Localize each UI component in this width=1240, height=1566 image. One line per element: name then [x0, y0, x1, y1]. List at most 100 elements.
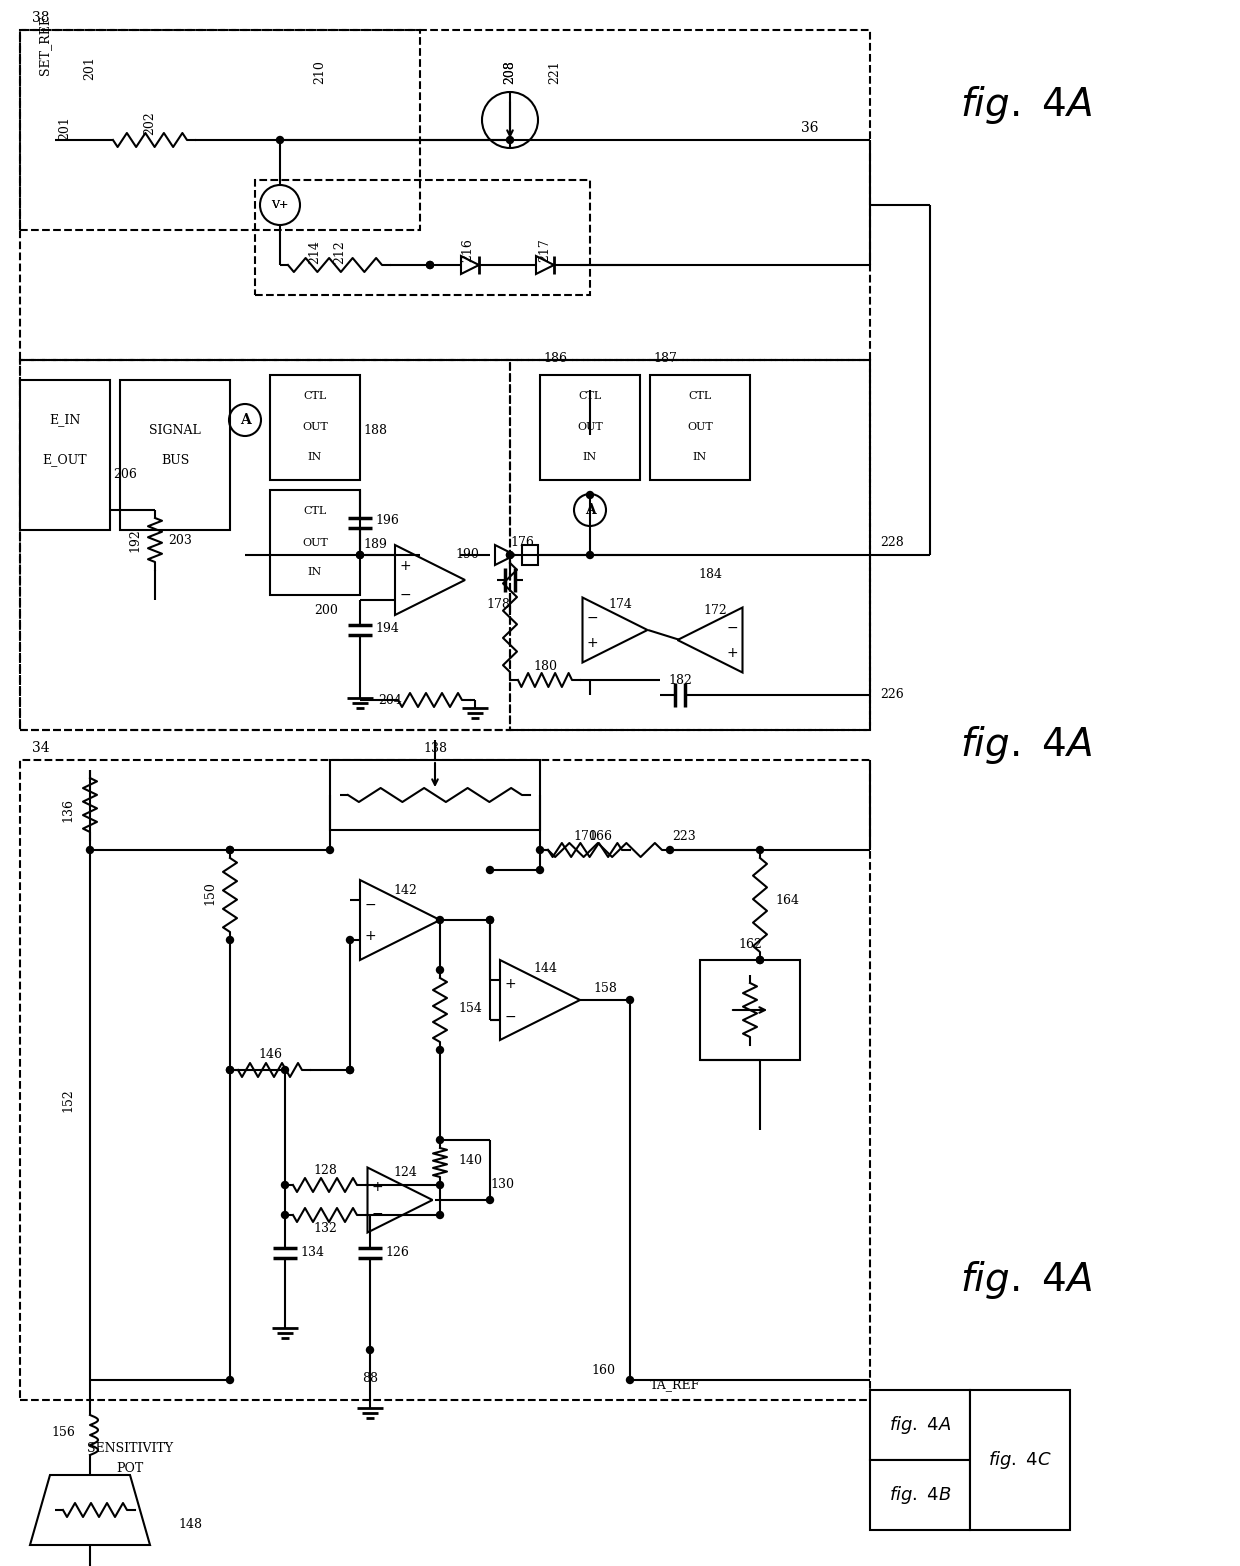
Text: 88: 88 [362, 1372, 378, 1384]
Text: 146: 146 [258, 1049, 281, 1062]
Text: 174: 174 [608, 598, 632, 611]
Bar [701, 960, 800, 1060]
Circle shape [281, 1212, 289, 1218]
Text: IN: IN [308, 453, 322, 462]
Text: 34: 34 [32, 741, 50, 755]
Bar [330, 760, 539, 830]
Text: 208: 208 [503, 60, 517, 85]
Circle shape [357, 551, 363, 559]
Text: 203: 203 [167, 534, 192, 547]
Circle shape [436, 916, 444, 924]
Bar [510, 360, 870, 730]
Text: 136: 136 [62, 799, 74, 822]
Text: $\mathit{fig.\ 4C}$: $\mathit{fig.\ 4C}$ [988, 1449, 1052, 1470]
Text: 210: 210 [314, 60, 326, 85]
Text: 176: 176 [510, 537, 534, 550]
Text: 223: 223 [672, 830, 696, 844]
Text: 152: 152 [62, 1088, 74, 1112]
Text: 189: 189 [363, 539, 387, 551]
Circle shape [87, 847, 93, 853]
Bar [20, 360, 510, 730]
Bar [539, 374, 640, 481]
Text: $\mathit{fig.\ 4A}$: $\mathit{fig.\ 4A}$ [960, 85, 1092, 125]
Text: POT: POT [117, 1461, 144, 1475]
Text: 148: 148 [179, 1519, 202, 1532]
Text: 214: 214 [309, 240, 321, 265]
Text: 158: 158 [593, 982, 618, 994]
Text: $\mathit{fig.\ 4B}$: $\mathit{fig.\ 4B}$ [889, 1485, 951, 1506]
Text: $+$: $+$ [372, 1181, 383, 1193]
Bar [270, 374, 360, 481]
Text: $\mathit{fig.\ 4A}$: $\mathit{fig.\ 4A}$ [960, 723, 1092, 766]
Text: 150: 150 [203, 882, 217, 905]
Text: OUT: OUT [577, 423, 603, 432]
Text: 156: 156 [51, 1425, 74, 1439]
Text: 204: 204 [378, 694, 402, 706]
Text: CTL: CTL [688, 392, 712, 401]
Circle shape [486, 1196, 494, 1204]
Circle shape [346, 936, 353, 943]
Text: 130: 130 [490, 1179, 515, 1192]
Text: 138: 138 [423, 741, 446, 755]
Text: CTL: CTL [304, 392, 326, 401]
Text: A: A [584, 503, 595, 517]
Text: A: A [239, 413, 250, 428]
Text: $+$: $+$ [363, 929, 376, 943]
Bar [20, 760, 870, 1400]
Circle shape [506, 551, 513, 559]
Circle shape [587, 492, 594, 498]
Text: $-$: $-$ [503, 1009, 516, 1023]
Text: 202: 202 [144, 111, 156, 135]
Circle shape [486, 916, 494, 924]
Circle shape [227, 936, 233, 943]
Text: $+$: $+$ [727, 647, 739, 659]
Circle shape [486, 866, 494, 874]
Text: 208: 208 [503, 60, 517, 85]
Text: V+: V+ [272, 200, 289, 210]
Circle shape [436, 966, 444, 974]
Text: 182: 182 [668, 673, 692, 686]
Text: $-$: $-$ [372, 1206, 383, 1220]
Text: 206: 206 [113, 468, 136, 481]
Circle shape [626, 1377, 634, 1383]
Text: TA_REF: TA_REF [650, 1378, 701, 1392]
Circle shape [506, 136, 513, 144]
Text: $-$: $-$ [399, 587, 412, 601]
Text: 126: 126 [384, 1245, 409, 1259]
Text: 186: 186 [543, 351, 567, 365]
Text: 216: 216 [461, 238, 475, 262]
Text: $-$: $-$ [727, 620, 739, 634]
Bar [270, 490, 360, 595]
Text: OUT: OUT [303, 423, 327, 432]
Text: $\mathit{fig.\ 4A}$: $\mathit{fig.\ 4A}$ [960, 1259, 1092, 1301]
Circle shape [436, 1046, 444, 1054]
Text: SET_REF: SET_REF [38, 16, 51, 75]
Text: 192: 192 [129, 528, 141, 551]
Text: V+: V+ [272, 200, 289, 210]
Circle shape [427, 262, 434, 268]
Text: 184: 184 [698, 568, 722, 581]
Text: 201: 201 [58, 116, 72, 139]
Text: SENSITIVITY: SENSITIVITY [87, 1441, 174, 1455]
Circle shape [277, 136, 284, 144]
Text: $+$: $+$ [587, 636, 599, 650]
Text: $\mathit{fig.\ 4A}$: $\mathit{fig.\ 4A}$ [889, 1414, 951, 1436]
Text: 170: 170 [573, 830, 596, 844]
Bar [20, 360, 870, 730]
Circle shape [281, 1066, 289, 1074]
Text: 154: 154 [458, 1002, 482, 1015]
Bar [20, 30, 870, 360]
Text: SIGNAL: SIGNAL [149, 423, 201, 437]
Circle shape [537, 847, 543, 853]
Text: $+$: $+$ [399, 559, 412, 573]
Circle shape [346, 1066, 353, 1074]
Text: CTL: CTL [578, 392, 601, 401]
Text: 144: 144 [533, 962, 557, 974]
Text: 212: 212 [334, 240, 346, 265]
Circle shape [227, 847, 233, 853]
Text: E_OUT: E_OUT [42, 454, 87, 467]
Text: 194: 194 [374, 622, 399, 634]
Text: IN: IN [693, 453, 707, 462]
Text: 36: 36 [801, 121, 818, 135]
Text: 38: 38 [32, 11, 50, 25]
